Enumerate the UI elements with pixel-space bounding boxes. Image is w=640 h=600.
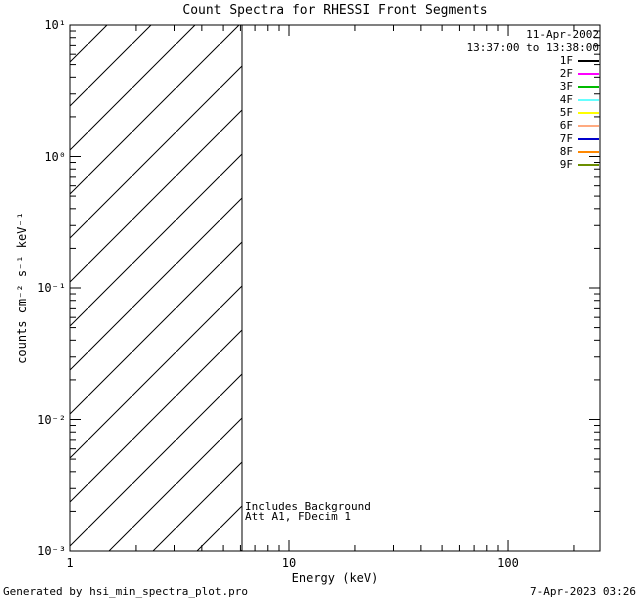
legend-entry-label: 6F [559, 119, 573, 132]
legend-entry-swatch [578, 98, 599, 101]
x-tick-label: 1 [66, 556, 74, 570]
legend-entry-swatch [578, 72, 599, 75]
legend-entry-label: 7F [559, 132, 573, 145]
y-tick-label: 10⁰ [44, 149, 66, 164]
annotation-includes-background: Includes Background [245, 500, 371, 513]
legend-date: 11-Apr-2002 [526, 28, 599, 41]
legend-entry-swatch [578, 85, 599, 88]
legend-entry-label: 2F [559, 67, 573, 80]
legend-entry-label: 8F [559, 145, 573, 158]
legend-entry-swatch [578, 59, 599, 62]
legend: 11-Apr-2002 13:37:00 to 13:38:00 1F 2F 3F 4… [467, 28, 599, 171]
legend-entry: 3F [467, 80, 599, 93]
legend-entry-swatch [578, 111, 599, 114]
legend-entry-label: 4F [559, 93, 573, 106]
legend-entries: 1F 2F 3F 4F 5F 6F 7F 8F 9F [467, 54, 599, 171]
legend-entry: 2F [467, 67, 599, 80]
legend-entry-swatch [578, 150, 599, 153]
x-tick-label: 100 [497, 556, 519, 570]
y-tick-label: 10⁻² [37, 412, 66, 427]
legend-entry-label: 5F [559, 106, 573, 119]
chart-title: Count Spectra for RHESSI Front Segments [182, 3, 488, 18]
y-tick-label: 10⁻³ [37, 544, 66, 558]
legend-entry: 9F [467, 158, 599, 171]
legend-entry: 1F [467, 54, 599, 67]
legend-entry-label: 3F [559, 80, 573, 93]
legend-entry-swatch [578, 137, 599, 140]
legend-entry: 7F [467, 132, 599, 145]
x-tick-label: 10 [281, 556, 297, 570]
legend-entry-swatch [578, 124, 599, 127]
legend-entry: 4F [467, 93, 599, 106]
footer-timestamp: 7-Apr-2023 03:26 [530, 585, 636, 598]
legend-entry-label: 9F [559, 158, 573, 171]
footer-generator: Generated by hsi_min_spectra_plot.pro [3, 585, 249, 598]
y-tick-labels: 10¹ 10⁰ 10⁻¹ 10⁻² 10⁻³ [24, 0, 66, 600]
hatched-region [70, 25, 242, 551]
y-tick-label: 10⁻¹ [37, 281, 66, 295]
legend-entry-label: 1F [559, 54, 573, 67]
legend-entry: 8F [467, 145, 599, 158]
legend-entry-swatch [578, 163, 599, 166]
legend-interval: 13:37:00 to 13:38:00 [466, 41, 599, 54]
x-axis-label: Energy (keV) [291, 571, 379, 585]
legend-entry: 5F [467, 106, 599, 119]
legend-entry: 6F [467, 119, 599, 132]
x-tick-labels: 1 10 100 [0, 556, 640, 570]
y-tick-label: 10¹ [44, 18, 66, 32]
annotation-attenuator-state: Att A1, FDecim 1 [245, 510, 351, 523]
